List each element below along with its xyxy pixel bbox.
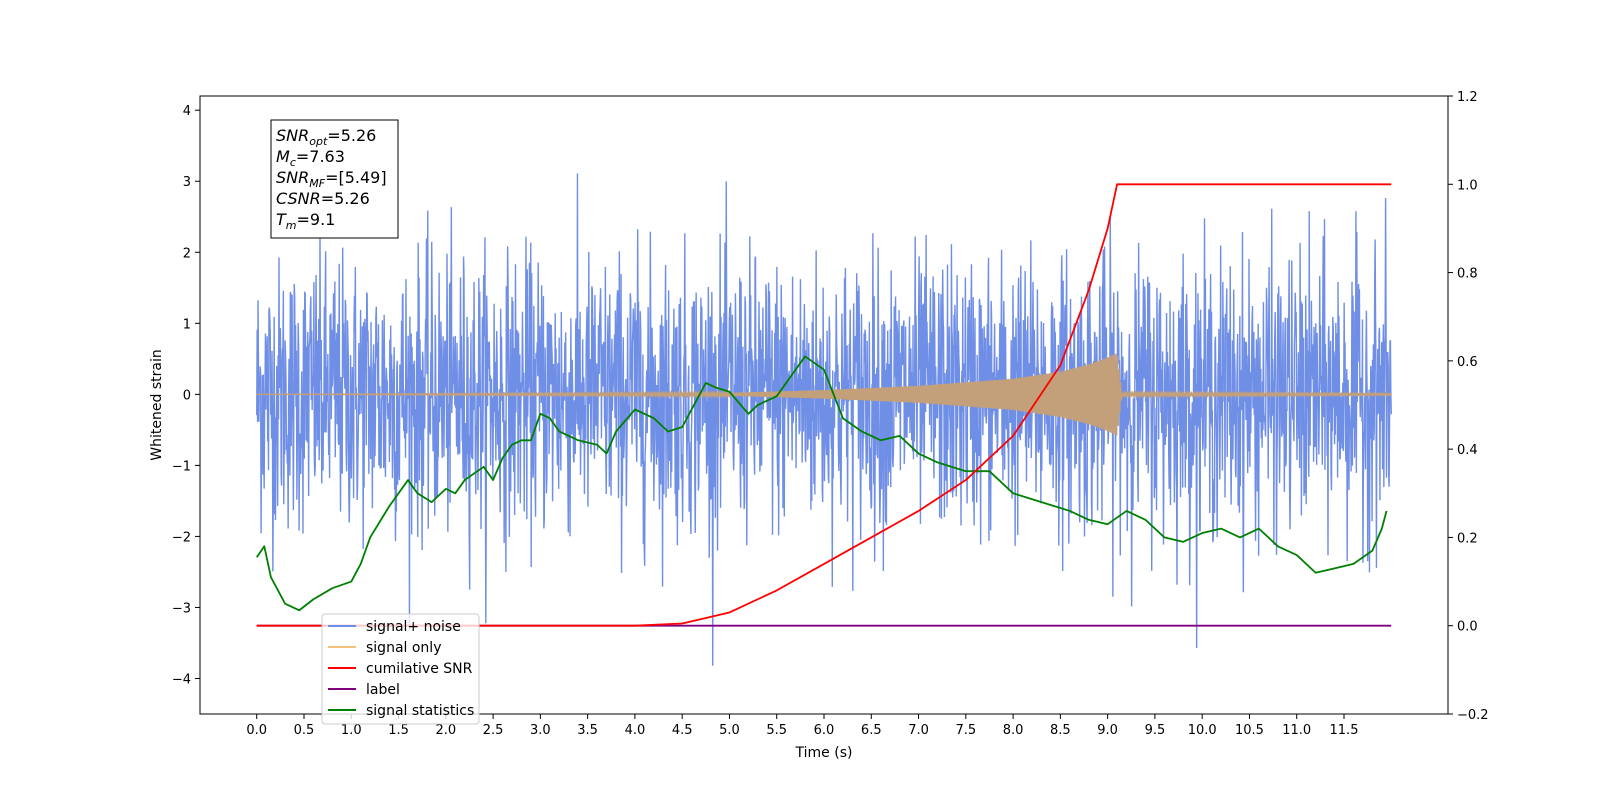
y-axis-label: Whitened strain xyxy=(149,349,165,460)
y2-tick-label: 0.2 xyxy=(1457,531,1478,546)
x-tick-label: 10.0 xyxy=(1188,723,1217,738)
x-tick-label: 3.5 xyxy=(577,723,598,738)
x-tick-label: 5.5 xyxy=(766,723,787,738)
x-tick-label: 6.0 xyxy=(814,723,835,738)
x-tick-label: 8.0 xyxy=(1003,723,1024,738)
x-tick-label: 1.0 xyxy=(341,723,362,738)
x-tick-label: 7.0 xyxy=(908,723,929,738)
annotation-line: Mc=7.63 xyxy=(276,147,345,169)
legend-label: signal statistics xyxy=(366,703,474,719)
annotation-line: Tm=9.1 xyxy=(276,210,335,232)
x-tick-label: 2.5 xyxy=(483,723,504,738)
annotation-line: CSNR=5.26 xyxy=(276,189,370,208)
y-tick-label: −4 xyxy=(172,672,191,687)
x-tick-label: 5.0 xyxy=(719,723,740,738)
x-tick-label: 9.0 xyxy=(1097,723,1118,738)
x-tick-label: 3.0 xyxy=(530,723,551,738)
y-tick-label: 3 xyxy=(183,175,191,190)
y2-tick-label: 1.0 xyxy=(1457,178,1478,193)
y-tick-label: 1 xyxy=(183,317,191,332)
y2-tick-label: 1.2 xyxy=(1457,90,1478,105)
y2-tick-label: 0.6 xyxy=(1457,355,1478,370)
annotation-frame xyxy=(270,119,399,239)
series-signal-noise-line xyxy=(256,173,1392,666)
x-tick-label: 11.5 xyxy=(1330,723,1359,738)
y-tick-label: 2 xyxy=(183,246,191,261)
series-cumulative-snr-line xyxy=(256,183,1392,627)
y2-tick-label: 0.4 xyxy=(1457,443,1478,458)
x-tick-label: 2.0 xyxy=(435,723,456,738)
x-tick-label: 4.0 xyxy=(625,723,646,738)
legend: signal+ noise signal only cumilative SNR la… xyxy=(321,613,480,725)
legend-label: signal+ noise xyxy=(366,619,461,635)
x-tick-label: 0.0 xyxy=(246,723,267,738)
x-tick-label: 7.5 xyxy=(955,723,976,738)
x-tick-label: 10.5 xyxy=(1235,723,1264,738)
x-tick-label: 6.5 xyxy=(861,723,882,738)
legend-frame xyxy=(321,613,480,725)
x-tick-label: 4.5 xyxy=(672,723,693,738)
y-tick-label: 0 xyxy=(183,388,191,403)
legend-label: signal only xyxy=(366,640,441,656)
y2-tick-label: 0.0 xyxy=(1457,620,1478,635)
legend-label: cumilative SNR xyxy=(366,661,473,677)
y-tick-label: −3 xyxy=(172,601,191,616)
legend-label: label xyxy=(366,682,400,698)
axes: 0.0 0.5 1.0 1.5 2.0 2.5 3.0 3.5 4.0 4.5 5.0 5.5 6.0 6… xyxy=(172,90,1489,738)
series-signal-statistics-line xyxy=(255,355,1388,612)
y2-tick-label: 0.8 xyxy=(1457,267,1478,282)
annotation-line: SNRopt=5.26 xyxy=(276,126,376,148)
annotation-line: SNRMF=[5.49] xyxy=(276,168,387,190)
x-axis-label: Time (s) xyxy=(795,745,853,761)
series-signal-only-line xyxy=(256,353,1392,436)
y-tick-label: −1 xyxy=(172,459,191,474)
x-tick-label: 11.0 xyxy=(1282,723,1311,738)
y-tick-label: −2 xyxy=(172,530,191,545)
x-tick-label: 0.5 xyxy=(294,723,315,738)
y-tick-label: 4 xyxy=(183,104,191,119)
x-tick-label: 8.5 xyxy=(1050,723,1071,738)
x-tick-label: 1.5 xyxy=(388,723,409,738)
y2-tick-label: −0.2 xyxy=(1457,708,1489,723)
x-tick-label: 9.5 xyxy=(1145,723,1166,738)
